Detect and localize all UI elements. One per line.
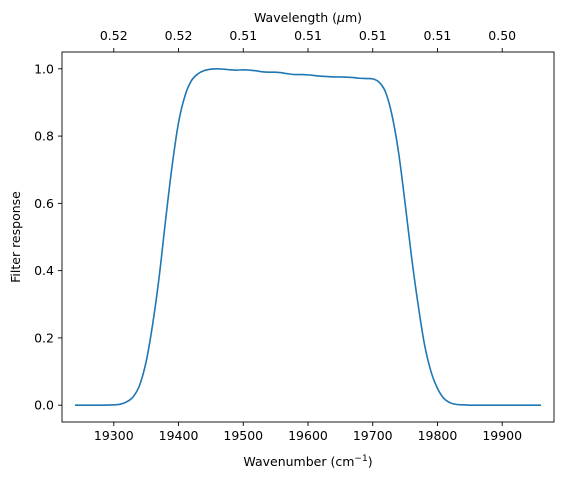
x-axis-label: Wavenumber (cm−1) — [243, 454, 372, 469]
top-x-tick-label: 0.51 — [229, 28, 257, 43]
x-axis-ticks: 19300 19400 19500 19600 19700 19800 19900 — [94, 422, 522, 443]
x-tick-label: 19600 — [288, 428, 328, 443]
series-line — [74, 68, 542, 407]
top-x-axis-label: Wavelength (μm) — [254, 10, 362, 25]
top-x-tick-label: 0.52 — [165, 28, 193, 43]
x-tick-label: 19700 — [353, 428, 393, 443]
y-tick-label: 0.2 — [34, 330, 54, 345]
y-tick-label: 1.0 — [34, 61, 54, 76]
y-tick-label: 0.0 — [34, 398, 54, 413]
x-tick-label: 19800 — [418, 428, 458, 443]
y-tick-label: 0.6 — [34, 196, 54, 211]
top-x-tick-label: 0.50 — [488, 28, 516, 43]
top-x-tick-label: 0.51 — [294, 28, 322, 43]
plot-frame — [61, 51, 555, 423]
top-x-tick-label: 0.51 — [359, 28, 387, 43]
y-axis-label: Filter response — [8, 191, 23, 283]
top-x-tick-label: 0.51 — [424, 28, 452, 43]
x-tick-label: 19900 — [482, 428, 522, 443]
y-tick-label: 0.4 — [34, 263, 54, 278]
top-x-axis-ticks: 0.52 0.52 0.51 0.51 0.51 0.51 0.50 — [100, 28, 516, 52]
y-axis-ticks: 0.0 0.2 0.4 0.6 0.8 1.0 — [34, 61, 62, 413]
x-tick-label: 19500 — [223, 428, 263, 443]
y-tick-label: 0.8 — [34, 129, 54, 144]
top-x-tick-label: 0.52 — [100, 28, 128, 43]
x-tick-label: 19400 — [159, 428, 199, 443]
plot-area — [62, 52, 554, 422]
x-tick-label: 19300 — [94, 428, 134, 443]
